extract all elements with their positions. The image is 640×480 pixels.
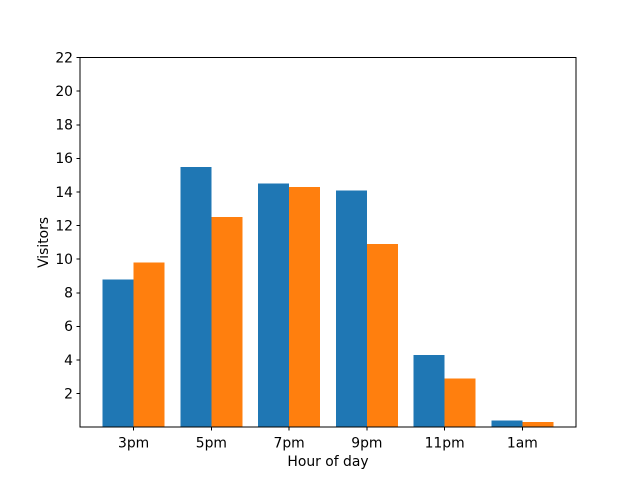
bar-3pm-series-2	[133, 262, 165, 428]
y-tick-label: 8	[64, 286, 73, 302]
bar-1am-series-1	[491, 420, 523, 428]
bar-7pm-series-1	[258, 183, 290, 428]
bar-9pm-series-2	[366, 244, 398, 428]
y-tick-label: 2	[64, 386, 73, 402]
x-tick-label: 9pm	[351, 436, 382, 452]
bars-layer	[102, 166, 554, 428]
x-axis-label: Hour of day	[287, 454, 368, 470]
y-tick-label: 18	[55, 118, 73, 134]
bar-11pm-series-1	[413, 354, 445, 428]
x-tick-label: 11pm	[425, 436, 465, 452]
y-tick-label: 20	[55, 84, 73, 100]
y-tick-label: 6	[64, 319, 73, 335]
x-tick-label: 3pm	[118, 436, 149, 452]
x-tick-label: 5pm	[196, 436, 227, 452]
bar-1am-series-2	[522, 422, 554, 428]
y-axis-label: Visitors	[36, 217, 52, 268]
bar-7pm-series-2	[289, 186, 321, 428]
axes-frame	[79, 57, 577, 428]
bar-5pm-series-2	[211, 217, 243, 428]
y-tick-label: 10	[55, 252, 73, 268]
x-tick-label: 7pm	[274, 436, 305, 452]
x-tick-label: 1am	[507, 436, 538, 452]
bar-9pm-series-1	[335, 190, 367, 428]
bar-11pm-series-2	[444, 378, 476, 428]
y-tick-label: 14	[55, 185, 73, 201]
bar-5pm-series-1	[180, 166, 212, 428]
y-tick-label: 22	[55, 50, 73, 66]
y-tick-label: 4	[64, 353, 73, 369]
y-tick-label: 12	[55, 218, 73, 234]
bar-3pm-series-1	[102, 279, 134, 428]
y-tick-label: 16	[55, 151, 73, 167]
axes-layer: 2 4 6 8 10 12 14 16 18 20 22 3pm 5pm 7pm 9pm 11pm 1am	[55, 50, 577, 452]
